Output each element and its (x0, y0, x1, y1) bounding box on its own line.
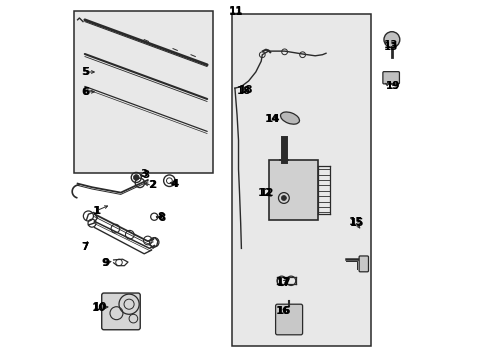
Text: 9: 9 (102, 258, 109, 268)
Text: 12: 12 (258, 188, 272, 198)
Text: 10: 10 (92, 303, 106, 313)
Text: 7: 7 (81, 242, 89, 252)
Text: 18: 18 (239, 85, 253, 95)
Text: 13: 13 (384, 40, 398, 50)
Text: 4: 4 (170, 179, 177, 189)
Text: 19: 19 (386, 81, 400, 91)
Text: 8: 8 (158, 212, 165, 222)
Text: 8: 8 (159, 213, 166, 223)
Text: 2: 2 (149, 180, 157, 190)
Text: 1: 1 (93, 206, 100, 216)
Text: 7: 7 (81, 242, 89, 252)
Ellipse shape (280, 112, 299, 124)
Text: 19: 19 (386, 81, 400, 91)
Circle shape (384, 32, 400, 48)
Text: 15: 15 (348, 217, 363, 228)
Text: 13: 13 (384, 42, 398, 52)
Text: 3: 3 (143, 170, 149, 180)
FancyBboxPatch shape (102, 293, 140, 330)
Text: 16: 16 (277, 306, 291, 316)
Text: 14: 14 (266, 114, 280, 124)
Text: 1: 1 (94, 206, 101, 216)
FancyBboxPatch shape (359, 256, 368, 272)
Text: 2: 2 (148, 180, 156, 190)
Text: 9: 9 (103, 258, 110, 268)
Text: 18: 18 (237, 86, 251, 96)
Text: 6: 6 (81, 87, 88, 97)
Bar (232, 14, 371, 346)
Circle shape (133, 175, 139, 180)
Text: 10: 10 (93, 302, 107, 312)
Text: 11: 11 (229, 6, 243, 16)
Text: 14: 14 (265, 114, 279, 124)
Text: 15: 15 (349, 218, 364, 228)
Bar (270, 160, 318, 220)
Text: 3: 3 (141, 169, 148, 179)
Circle shape (281, 195, 286, 201)
Text: 16: 16 (275, 306, 290, 316)
Text: 17: 17 (276, 278, 291, 288)
Text: 4: 4 (171, 179, 178, 189)
FancyBboxPatch shape (275, 304, 303, 335)
Text: 6: 6 (82, 87, 90, 97)
Text: 11: 11 (229, 6, 243, 17)
Bar (74, 11, 213, 173)
Text: 17: 17 (275, 277, 290, 287)
FancyBboxPatch shape (383, 72, 399, 84)
Text: 12: 12 (259, 188, 274, 198)
Text: 5: 5 (82, 67, 90, 77)
Text: 5: 5 (81, 67, 88, 77)
